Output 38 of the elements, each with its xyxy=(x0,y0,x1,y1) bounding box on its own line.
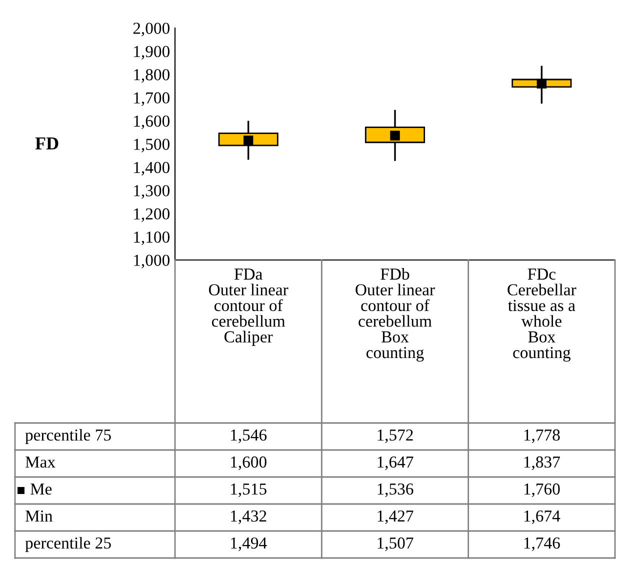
text: 1,674 xyxy=(524,510,560,524)
text: 1,746 xyxy=(524,537,560,552)
data-label: 1,760 xyxy=(524,483,560,498)
y-tick-label: 1,300 xyxy=(134,185,170,199)
data-label: 1,536 xyxy=(378,483,414,498)
text: percentile 25 xyxy=(25,536,111,552)
y-axis-title: FD xyxy=(35,138,58,150)
x-tick-label: FDc Cerebellar tissue as a whole Box counting xyxy=(508,268,576,362)
y-tick-label: 1,100 xyxy=(134,232,170,246)
y-tick-label: 1,200 xyxy=(134,208,170,222)
text: 1,837 xyxy=(524,456,560,470)
x-tick-label: FDb Outer linear contour of cerebellum Box counting xyxy=(356,268,435,362)
point xyxy=(536,78,547,89)
y-tick-label: 1,600 xyxy=(134,116,170,130)
text: 1,546 xyxy=(231,429,267,444)
text: 1,494 xyxy=(231,537,267,552)
text: percentile 75 xyxy=(25,428,111,444)
y-tick-label: 1,400 xyxy=(134,162,170,176)
text: 1,507 xyxy=(378,537,414,552)
text: Min xyxy=(25,510,53,522)
text: 1,600 xyxy=(231,456,266,470)
text: 1,572 xyxy=(378,429,413,444)
text: 1,432 xyxy=(231,510,266,524)
y-tick-label: 2,000 xyxy=(133,22,170,36)
y-tick-label: 1,700 xyxy=(134,92,170,106)
data-label: 1,515 xyxy=(231,484,266,498)
text: 1,427 xyxy=(378,510,414,524)
legend-label: Me xyxy=(30,484,52,495)
text: Max xyxy=(25,456,56,468)
y-tick-label: 1,000 xyxy=(134,254,170,268)
x-tick-label: FDa Outer linear contour of cerebellum Caliper xyxy=(208,268,288,346)
y-tick-label: 1,800 xyxy=(134,69,170,83)
point xyxy=(243,136,254,146)
y-tick-label: 1,500 xyxy=(134,138,170,152)
y-tick-label: 1,900 xyxy=(134,46,170,60)
text: 1,778 xyxy=(524,429,560,444)
text: 1,647 xyxy=(378,456,414,470)
point xyxy=(390,130,400,141)
